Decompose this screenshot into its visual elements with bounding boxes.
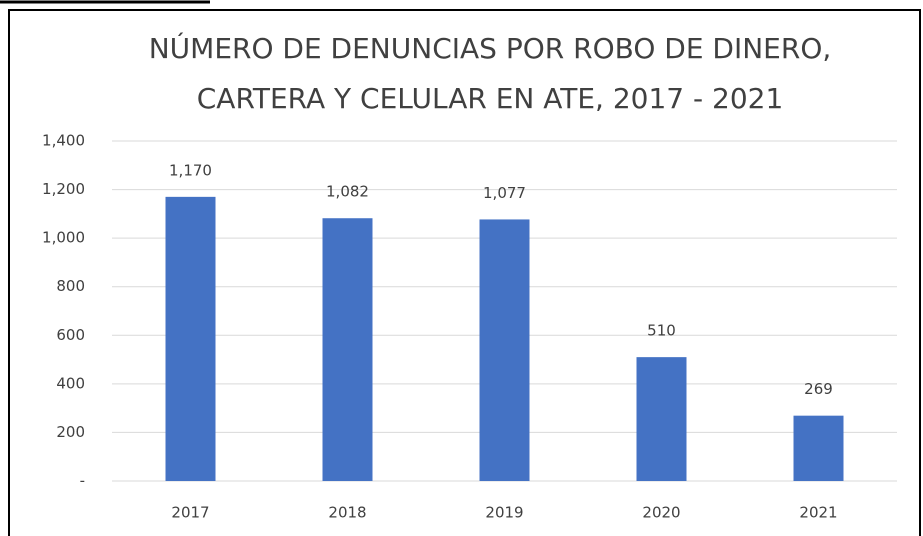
y-tick-label: 800 xyxy=(56,277,85,295)
chart-border xyxy=(8,9,921,536)
data-label: 269 xyxy=(804,380,833,398)
data-label: 1,170 xyxy=(169,161,212,179)
bar xyxy=(165,196,216,481)
y-tick-label: - xyxy=(80,472,85,490)
x-tick-label: 2019 xyxy=(485,504,523,522)
bar xyxy=(322,218,373,481)
bar xyxy=(793,415,844,481)
data-label: 1,077 xyxy=(483,184,526,202)
data-label: 1,082 xyxy=(326,183,369,201)
bar xyxy=(636,357,687,481)
bar xyxy=(479,219,530,481)
chart-title: NÚMERO DE DENUNCIAS POR ROBO DE DINERO, xyxy=(149,31,832,65)
y-tick-label: 200 xyxy=(56,423,85,441)
chart-title: CARTERA Y CELULAR EN ATE, 2017 - 2021 xyxy=(197,82,784,115)
data-label: 510 xyxy=(647,322,676,340)
y-tick-label: 1,200 xyxy=(42,180,85,198)
y-tick-label: 1,400 xyxy=(42,132,85,150)
y-tick-label: 600 xyxy=(56,326,85,344)
x-tick-label: 2020 xyxy=(642,504,680,522)
x-tick-label: 2017 xyxy=(171,504,209,522)
x-tick-label: 2021 xyxy=(799,504,837,522)
y-tick-label: 1,000 xyxy=(42,229,85,247)
x-tick-label: 2018 xyxy=(328,504,366,522)
y-tick-label: 400 xyxy=(56,374,85,392)
